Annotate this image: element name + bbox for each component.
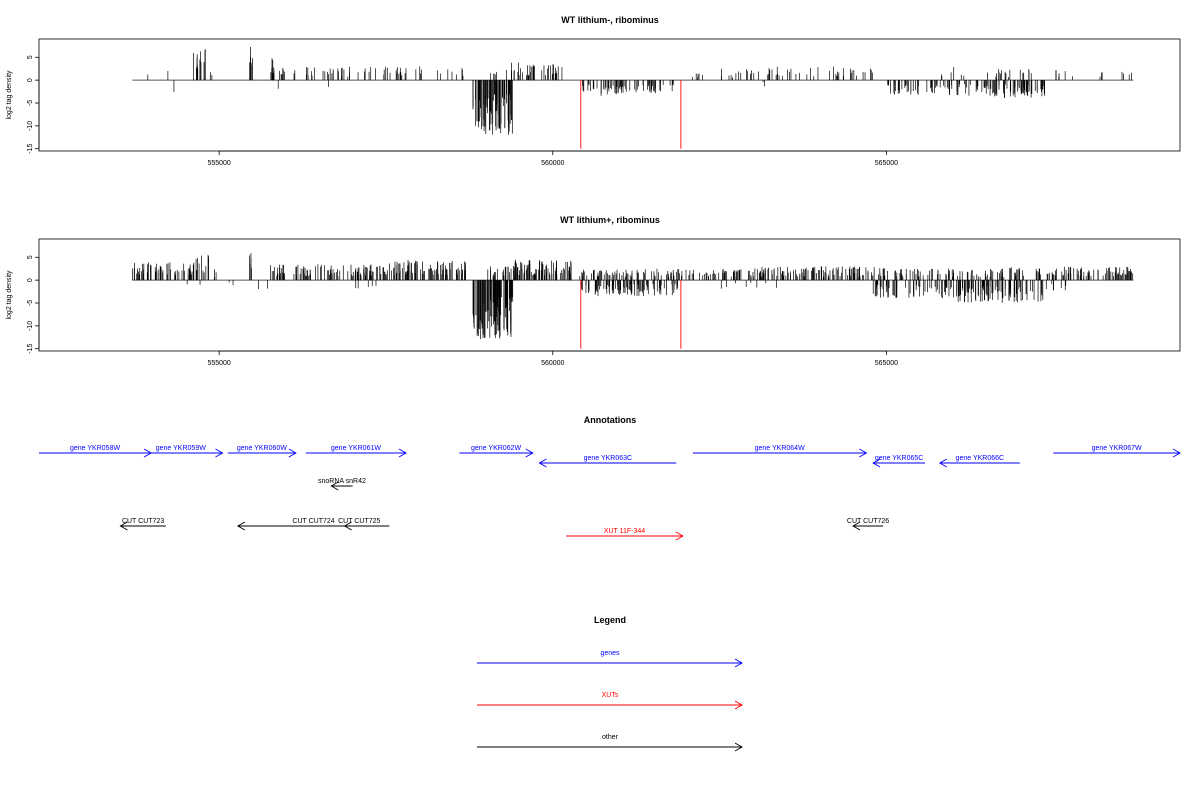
annotation-feature: gene YKR059W [139,445,224,458]
x-tick-label: 555000 [207,360,230,367]
y-tick-label: -5 [27,300,34,306]
feature-arrowhead [872,458,881,468]
panel-wt-lithium-minus: WT lithium-, ribominus log2 tag density … [6,15,1181,167]
annotation-feature: gene YKR062W [459,445,534,458]
legend-entry: other [477,734,743,752]
feature-label: gene YKR062W [471,445,521,452]
feature-label: CUT CUT724 [292,518,334,525]
annotation-feature: gene YKR058W [39,445,153,458]
annotation-feature: gene YKR064W [692,445,868,458]
annotation-feature: XUT 11F-344 [566,528,684,541]
feature-label: gene YKR060W [237,445,287,452]
feature-label: XUT 11F-344 [604,528,645,535]
y-tick-label: -10 [27,121,34,131]
panel-1-title: WT lithium-, ribominus [561,15,659,25]
feature-arrowhead [330,481,339,491]
feature-label: gene YKR065C [875,455,924,462]
y-tick-label: -15 [27,144,34,154]
annotation-feature: gene YKR065C [872,455,926,468]
feature-arrowhead [675,531,684,541]
panel-2-axes: 5 0 -5 -10 -15 555000 560000 565000 [27,255,898,367]
annotation-feature: gene YKR061W [305,445,407,458]
legend-title: Legend [594,615,626,625]
feature-arrowhead [1172,448,1181,458]
panel-1-ylabel: log2 tag density [6,70,13,120]
y-tick-label: -10 [27,321,34,331]
legend-entries: genes XUTs other [477,650,743,752]
y-tick-label: 0 [27,278,34,282]
feature-label: gene YKR066C [956,455,1005,462]
feature-arrowhead [525,448,534,458]
annotation-features: gene YKR058W gene YKR059W gene YKR060W gene… [39,445,1181,541]
annotation-feature: gene YKR067W [1053,445,1181,458]
x-tick-label: 555000 [207,160,230,167]
panel-2-ylabel: log2 tag density [6,270,13,320]
annotation-feature: CUT CUT725 [338,518,381,531]
legend-entry: genes [477,650,743,668]
x-tick-label: 560000 [541,360,564,367]
feature-label: gene YKR061W [331,445,381,452]
feature-label: gene YKR064W [755,445,805,452]
x-tick-label: 560000 [541,160,564,167]
y-tick-label: -5 [27,100,34,106]
panel-2-title: WT lithium+, ribominus [560,215,660,225]
panel-1-marks [132,47,1134,149]
annotation-feature: snoRNA snR42 [318,478,366,491]
feature-arrowhead [538,458,547,468]
feature-arrowhead [938,458,948,468]
panel-2-marks [132,253,1134,349]
x-tick-label: 565000 [875,160,898,167]
feature-label: CUT CUT723 [122,518,164,525]
annotations-title: Annotations [584,415,637,425]
y-tick-label: 5 [27,255,34,259]
panel-1-frame [38,38,1181,152]
y-tick-label: 5 [27,55,34,59]
legend-arrowhead [734,742,743,752]
feature-arrowhead [119,521,128,531]
feature-arrowhead [215,448,224,458]
feature-arrowhead [859,448,868,458]
feature-label: gene YKR058W [70,445,120,452]
panel-1-axes: 5 0 -5 -10 -15 555000 560000 565000 [27,55,898,167]
feature-arrowhead [236,521,246,531]
annotation-feature: gene YKR063C [538,455,677,468]
feature-label: gene YKR063C [584,455,633,462]
feature-arrowhead [288,448,297,458]
feature-label: CUT CUT726 [847,518,889,525]
feature-arrowhead [852,521,861,531]
x-tick-label: 565000 [875,360,898,367]
annotation-feature: gene YKR060W [227,445,297,458]
y-tick-label: -15 [27,344,34,354]
panel-wt-lithium-plus: WT lithium+, ribominus log2 tag density … [6,215,1181,367]
legend-label: XUTs [602,692,619,699]
annotation-feature: CUT CUT723 [119,518,166,531]
feature-arrowhead [398,448,407,458]
legend-arrowhead [734,658,743,668]
legend-arrowhead [734,700,743,710]
feature-label: CUT CUT725 [338,518,380,525]
feature-label: gene YKR067W [1092,445,1142,452]
legend-entry: XUTs [477,692,743,710]
annotations-panel: Annotations gene YKR058W gene YKR059W gene… [39,415,1181,541]
feature-label: gene YKR059W [156,445,206,452]
annotation-feature: CUT CUT726 [847,518,889,531]
legend-label: other [602,734,619,741]
y-tick-label: 0 [27,78,34,82]
legend-panel: Legend genes XUTs other [477,615,743,752]
feature-arrowhead [343,521,352,531]
annotation-feature: gene YKR066C [938,455,1020,468]
legend-label: genes [600,650,620,657]
feature-label: snoRNA snR42 [318,478,366,485]
